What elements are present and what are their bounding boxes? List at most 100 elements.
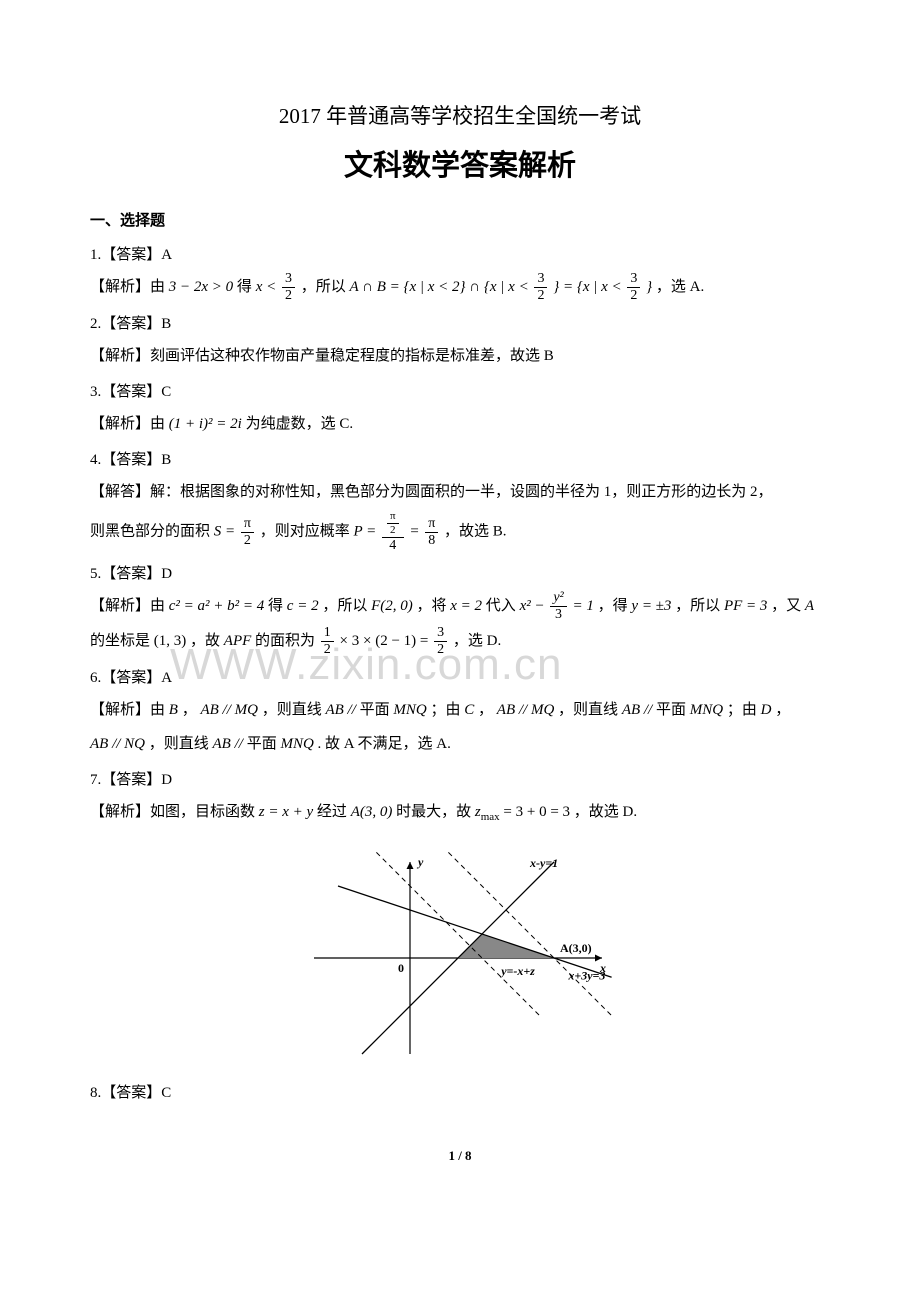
q7-submax: max	[481, 811, 500, 823]
q1-frac1: 32	[282, 272, 295, 303]
q5-frac12: 12	[321, 626, 334, 657]
q4-frac-pi2-num: π	[241, 517, 254, 533]
q6-C: C	[464, 702, 474, 718]
q5-frac32: 32	[434, 626, 447, 657]
svg-text:y: y	[416, 855, 424, 869]
q5-e1: c² = a² + b² = 4	[169, 598, 265, 614]
q4-line1: 【解答】解：根据图象的对称性知，黑色部分为圆面积的一半，设圆的半径为 1，则正方…	[90, 477, 830, 507]
question-6: 6.【答案】A 【解析】由 B ， AB // MQ ，则直线 AB // 平面…	[90, 663, 830, 759]
q3-prefix: 【解析】由	[90, 416, 165, 432]
q4-frac-big: π2 4	[382, 511, 404, 553]
q6-ab3: AB //	[213, 736, 243, 752]
q1-answer: 1.【答案】A	[90, 240, 830, 270]
q6-abmq1: AB // MQ	[200, 702, 258, 718]
q6-l2a: AB // NQ	[90, 736, 145, 752]
page-title: 2017 年普通高等学校招生全国统一考试	[90, 100, 830, 130]
q5-frac-y23: y²3	[550, 591, 566, 622]
q1-frac2-den: 2	[534, 288, 547, 303]
q7-tail: ，故选 D.	[574, 804, 637, 820]
q5-prefix: 【解析】由	[90, 598, 165, 614]
q7-e4: = 3 + 0 = 3	[503, 804, 570, 820]
q6-s1: ；由	[431, 702, 461, 718]
section-heading: 一、选择题	[90, 209, 830, 230]
q5-e7: PF = 3	[724, 598, 767, 614]
page-number: 1 / 8	[90, 1148, 830, 1164]
q1-expr2: x <	[256, 279, 277, 295]
q2-answer: 2.【答案】B	[90, 309, 830, 339]
q6-B: B	[169, 702, 178, 718]
q4-l2-prefix: 则黑色部分的面积	[90, 524, 210, 540]
q1-tail: ，选 A.	[656, 279, 704, 295]
question-8: 8.【答案】C	[90, 1078, 830, 1108]
q5-m2: ，所以	[322, 598, 367, 614]
question-5: 5.【答案】D 【解析】由 c² = a² + b² = 4 得 c = 2 ，…	[90, 559, 830, 657]
q4-frac-big-den: 4	[382, 538, 404, 553]
q6-abmq2: AB // MQ	[497, 702, 555, 718]
q7-answer: 7.【答案】D	[90, 765, 830, 795]
q5-m4: 代入	[486, 598, 516, 614]
q1-frac3: 32	[627, 272, 640, 303]
q4-tail: ，故选 B.	[444, 524, 507, 540]
q7-analysis: 【解析】如图，目标函数 z = x + y 经过 A(3, 0) 时最大，故 z…	[90, 797, 830, 828]
q4-frac-pi2-den: 2	[241, 533, 254, 548]
q7-e1: z = x + y	[259, 804, 313, 820]
q7-m2: 时最大，故	[396, 804, 471, 820]
q6-m3: ，则直线	[149, 736, 209, 752]
q5-line1: 【解析】由 c² = a² + b² = 4 得 c = 2 ，所以 F(2, …	[90, 591, 830, 622]
question-4: 4.【答案】B 【解答】解：根据图象的对称性知，黑色部分为圆面积的一半，设圆的半…	[90, 445, 830, 553]
q6-s2: ；由	[727, 702, 757, 718]
q6-D: D	[761, 702, 772, 718]
svg-text:A(3,0): A(3,0)	[560, 941, 592, 955]
q5-frac-y23-den: 3	[550, 607, 566, 622]
svg-text:0: 0	[398, 961, 404, 975]
q5-tail: ，选 D.	[453, 633, 501, 649]
q4-frac-big-num: π2	[382, 511, 404, 538]
q6-mnq1: MNQ	[393, 702, 426, 718]
q1-mid1: 得	[237, 279, 252, 295]
q1-expr3: A ∩ B = {x | x < 2} ∩ {x | x <	[349, 279, 528, 295]
q6-c1: ，	[182, 702, 197, 718]
svg-text:x+3y=3: x+3y=3	[567, 969, 605, 983]
q4-inner-num: π	[387, 511, 399, 524]
q6-p2: 平面	[656, 702, 686, 718]
q5-e8: A	[805, 598, 814, 614]
q2-analysis: 【解析】刻画评估这种农作物亩产量稳定程度的指标是标准差，故选 B	[90, 341, 830, 371]
q6-ab1: AB //	[325, 702, 355, 718]
question-3: 3.【答案】C 【解析】由 (1 + i)² = 2i 为纯虚数，选 C.	[90, 377, 830, 439]
question-7: 7.【答案】D 【解析】如图，目标函数 z = x + y 经过 A(3, 0)…	[90, 765, 830, 1068]
document-content: 2017 年普通高等学校招生全国统一考试 文科数学答案解析 一、选择题 1.【答…	[90, 100, 830, 1164]
q7-prefix: 【解析】如图，目标函数	[90, 804, 255, 820]
q5-m9: 的面积为	[255, 633, 315, 649]
q5-answer: 5.【答案】D	[90, 559, 830, 589]
q1-mid2: ，所以	[301, 279, 346, 295]
q6-line2: AB // NQ ，则直线 AB // 平面 MNQ . 故 A 不满足，选 A…	[90, 729, 830, 759]
q6-p3: 平面	[247, 736, 277, 752]
q5-e2: c = 2	[287, 598, 319, 614]
q6-mnq3: MNQ	[280, 736, 313, 752]
q1-frac3-num: 3	[627, 272, 640, 288]
q1-frac1-den: 2	[282, 288, 295, 303]
q1-expr1: 3 − 2x > 0	[169, 279, 233, 295]
q7-m1: 经过	[317, 804, 347, 820]
q6-c3: ，	[775, 702, 790, 718]
q4-eq: =	[409, 524, 419, 540]
q1-frac3-den: 2	[627, 288, 640, 303]
q5-e5b: = 1	[573, 598, 594, 614]
q6-m2: ，则直线	[558, 702, 618, 718]
q5-line2: 的坐标是 (1, 3) ，故 APF 的面积为 12 × 3 × (2 − 1)…	[90, 626, 830, 657]
q7-chart: yx0x-y=1x+3y=3y=-x+zA(3,0)	[300, 838, 620, 1068]
q5-frac32-num: 3	[434, 626, 447, 642]
q1-analysis: 【解析】由 3 − 2x > 0 得 x < 32 ，所以 A ∩ B = {x…	[90, 272, 830, 303]
q3-expr: (1 + i)² = 2i	[169, 416, 242, 432]
q5-coord: (1, 3)	[154, 633, 187, 649]
q4-p: P =	[353, 524, 376, 540]
q5-e6: y = ±3	[631, 598, 671, 614]
q5-e3: F(2, 0)	[371, 598, 413, 614]
q6-m1: ，则直线	[262, 702, 322, 718]
q5-m6: ，所以	[675, 598, 720, 614]
q6-ab2: AB //	[622, 702, 652, 718]
q1-prefix: 【解析】由	[90, 279, 165, 295]
q4-inner-den: 2	[387, 524, 399, 536]
q5-times: × 3 × (2 − 1) =	[340, 633, 429, 649]
q4-mid1: ，则对应概率	[260, 524, 350, 540]
